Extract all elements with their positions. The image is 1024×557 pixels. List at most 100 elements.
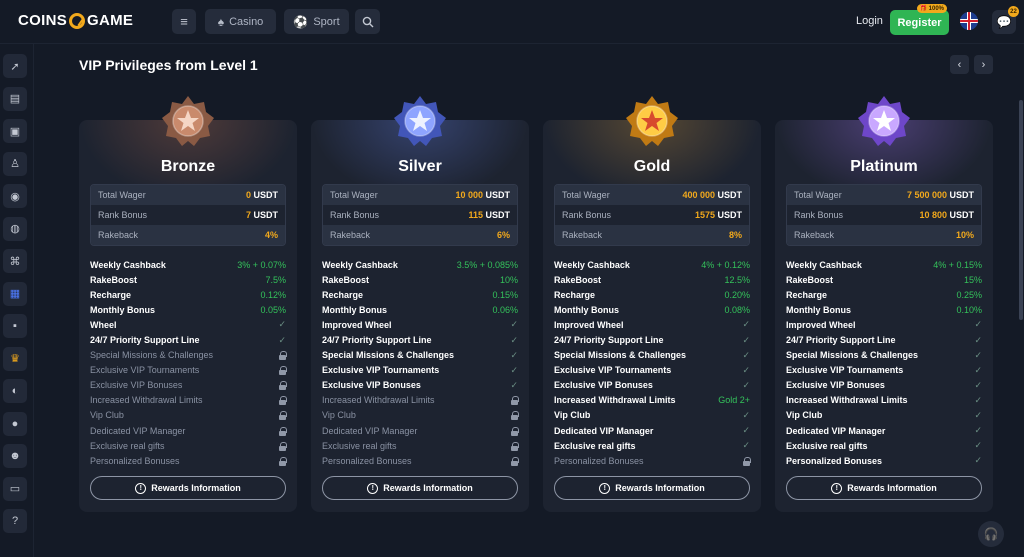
sidebar-item-users[interactable]: ☻	[3, 444, 27, 468]
prev-arrow-button[interactable]: ‹	[950, 55, 969, 74]
privilege-item: Exclusive VIP Bonuses ✓	[554, 378, 750, 393]
stat-row: Rank Bonus 7 USDT	[91, 205, 285, 225]
silver-medal-icon	[392, 94, 448, 150]
rewards-information-button[interactable]: ! Rewards Information	[322, 476, 518, 500]
platinum-medal-icon	[856, 94, 912, 150]
privilege-label: Exclusive VIP Bonuses	[90, 380, 183, 391]
rewards-information-button[interactable]: ! Rewards Information	[786, 476, 982, 500]
privilege-label: Exclusive VIP Bonuses	[322, 380, 421, 391]
search-button[interactable]	[355, 9, 380, 34]
checkmark-icon: ✓	[278, 319, 286, 330]
privilege-label: Exclusive VIP Tournaments	[90, 365, 200, 376]
sidebar-item-rocket[interactable]: ➚	[3, 54, 27, 78]
privilege-item: Exclusive VIP Bonuses ✓	[322, 378, 518, 393]
privilege-item: Increased Withdrawal Limits Gold 2+	[554, 393, 750, 408]
stat-value: 4%	[264, 230, 278, 240]
privilege-label: Exclusive real gifts	[322, 440, 397, 451]
sidebar-item-wallet[interactable]: ▭	[3, 476, 27, 501]
privilege-item: 24/7 Priority Support Line ✓	[786, 332, 982, 347]
privilege-item: Monthly Bonus 0.06%	[322, 302, 518, 317]
privilege-item: 24/7 Priority Support Line ✓	[90, 332, 286, 347]
rank-name: Platinum	[850, 158, 918, 175]
stat-amount: 10 000	[455, 190, 483, 200]
sidebar-item-gamepad[interactable]: ⌘	[3, 249, 27, 273]
chat-count-badge: 22	[1008, 6, 1019, 17]
stat-row: Total Wager 7 500 000 USDT	[787, 185, 981, 205]
vip-card-platinum: Platinum Total Wager 7 500 000 USDT Rank Bo…	[775, 120, 993, 512]
privilege-value: 3.5% + 0.085%	[456, 259, 518, 270]
sidebar-item-live-dealer[interactable]: ♙	[3, 151, 27, 176]
privilege-label: Exclusive VIP Tournaments	[322, 365, 440, 376]
register-button[interactable]: Register 🎁 100%	[890, 4, 949, 35]
privilege-label: Weekly Cashback	[554, 259, 630, 270]
stat-row: Rakeback 8%	[555, 225, 749, 245]
sidebar-item-cards[interactable]: ▣	[3, 119, 27, 143]
logo-coin-icon	[69, 12, 86, 29]
language-flag-icon[interactable]	[960, 12, 978, 30]
basketball-icon: ◍	[10, 223, 20, 235]
stat-value: 7 USDT	[246, 210, 278, 220]
soccer-ball-icon: ⚽	[293, 14, 309, 29]
help-icon: ?	[11, 515, 19, 527]
privilege-label: RakeBoost	[554, 274, 602, 285]
checkmark-icon: ✓	[510, 334, 518, 345]
privilege-label: Special Missions & Challenges	[786, 350, 919, 361]
top-header: COINS GAME ≡ ♠ Casino ⚽ Sport Login Regi…	[0, 0, 1024, 44]
search-icon	[362, 16, 373, 27]
stat-row: Total Wager 10 000 USDT	[323, 185, 517, 205]
privilege-label: Special Missions & Challenges	[554, 350, 687, 361]
lock-icon	[279, 381, 287, 391]
privilege-label: Exclusive VIP Tournaments	[554, 365, 672, 376]
sidebar-item-basketball[interactable]: ◍	[3, 216, 27, 241]
stat-label: Total Wager	[794, 190, 842, 200]
privilege-label: 24/7 Priority Support Line	[90, 335, 200, 346]
privilege-value: Gold 2+	[718, 395, 750, 406]
sidebar-item-slots[interactable]: ▤	[3, 86, 27, 111]
register-bonus-badge: 🎁 100%	[916, 4, 947, 13]
sidebar-item-grid[interactable]: ▪	[3, 314, 27, 338]
rank-name: Gold	[633, 158, 671, 175]
privilege-label: Monthly Bonus	[90, 304, 155, 315]
casino-button[interactable]: ♠ Casino	[205, 9, 276, 34]
privilege-item: Vip Club ✓	[786, 408, 982, 423]
sidebar-item-gift[interactable]: ▦	[3, 281, 27, 306]
privilege-value: 0.08%	[724, 304, 750, 315]
vip-card-silver: Silver Total Wager 10 000 USDT Rank Bonus 11…	[311, 120, 529, 512]
stat-value: 10 800 USDT	[919, 210, 974, 220]
privilege-value: 4% + 0.12%	[701, 259, 750, 270]
sidebar-item-crown[interactable]: ♛	[3, 346, 27, 371]
privilege-item: Weekly Cashback 3.5% + 0.085%	[322, 257, 518, 272]
support-chat-button[interactable]: 🎧	[978, 521, 1004, 547]
chat-button[interactable]: 💬 22	[992, 6, 1019, 34]
privilege-item: Increased Withdrawal Limits ✓	[786, 393, 982, 408]
sidebar-item-coin[interactable]: ●	[3, 411, 27, 436]
menu-button[interactable]: ≡	[172, 9, 196, 34]
menu-icon: ≡	[180, 14, 188, 29]
stat-row: Total Wager 400 000 USDT	[555, 185, 749, 205]
privilege-item: Exclusive VIP Tournaments	[90, 363, 287, 378]
sidebar-item-help[interactable]: ?	[3, 509, 27, 533]
sport-button[interactable]: ⚽ Sport	[284, 9, 349, 34]
stat-row: Total Wager 0 USDT	[91, 185, 285, 205]
rewards-information-button[interactable]: ! Rewards Information	[554, 476, 750, 500]
info-icon: !	[367, 482, 379, 494]
users-icon: ☻	[9, 450, 21, 462]
privilege-label: Weekly Cashback	[786, 259, 862, 270]
sidebar-item-casino-chip[interactable]: ◐	[3, 379, 27, 403]
rewards-information-button[interactable]: ! Rewards Information	[90, 476, 286, 500]
checkmark-icon: ✓	[510, 379, 518, 390]
privilege-label: Monthly Bonus	[322, 304, 387, 315]
stat-unit: USDT	[949, 210, 975, 220]
privilege-item: Wheel ✓	[90, 317, 286, 332]
login-link[interactable]: Login	[856, 15, 883, 27]
checkmark-icon: ✓	[742, 379, 750, 390]
page-scrollbar[interactable]	[1019, 100, 1023, 320]
rank-stats-table: Total Wager 10 000 USDT Rank Bonus 115 USDT…	[322, 184, 518, 246]
logo[interactable]: COINS GAME	[18, 12, 133, 29]
stat-label: Rank Bonus	[98, 210, 148, 220]
privilege-label: RakeBoost	[322, 274, 370, 285]
sidebar: ➚ ▤ ▣ ♙ ◉ ◍ ⌘ ▦ ▪ ♛ ◐ ● ☻ ▭?	[0, 44, 34, 557]
next-arrow-button[interactable]: ›	[974, 55, 993, 74]
sidebar-item-chip[interactable]: ◉	[3, 184, 27, 208]
chevron-right-icon: ›	[981, 58, 986, 71]
